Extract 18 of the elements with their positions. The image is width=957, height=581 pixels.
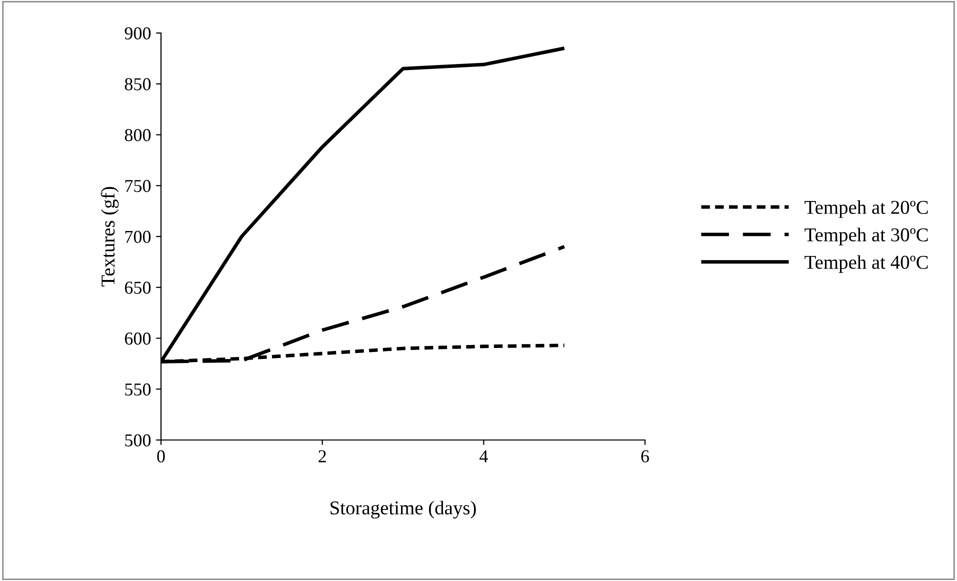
- x-tick-label: 2: [318, 450, 326, 462]
- legend-label: Tempeh at 30ºC: [804, 228, 928, 246]
- legend-label: Tempeh at 40ºC: [804, 255, 928, 273]
- y-tick-label: 650: [124, 282, 151, 294]
- x-axis-title: Storagetime (days): [330, 500, 476, 519]
- y-axis-title: Textures (gf): [100, 187, 119, 286]
- x-tick-label: 6: [641, 450, 649, 462]
- y-tick-label: 600: [124, 332, 151, 345]
- y-tick-label: 500: [125, 434, 151, 446]
- legend-label: Tempeh at 20ºC: [804, 200, 928, 218]
- x-tick-label: 4: [480, 450, 488, 462]
- y-tick-label: 900: [124, 27, 151, 40]
- y-tick-label: 800: [124, 129, 151, 142]
- y-tick-label: 700: [125, 230, 151, 243]
- y-tick-label: 550: [125, 383, 151, 396]
- x-tick-label: 0: [157, 450, 165, 462]
- y-tick-label: 750: [125, 180, 151, 192]
- y-tick-label: 850: [124, 78, 151, 90]
